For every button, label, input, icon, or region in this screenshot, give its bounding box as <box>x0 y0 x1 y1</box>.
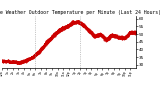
Title: Milwaukee Weather Outdoor Temperature per Minute (Last 24 Hours): Milwaukee Weather Outdoor Temperature pe… <box>0 10 160 15</box>
